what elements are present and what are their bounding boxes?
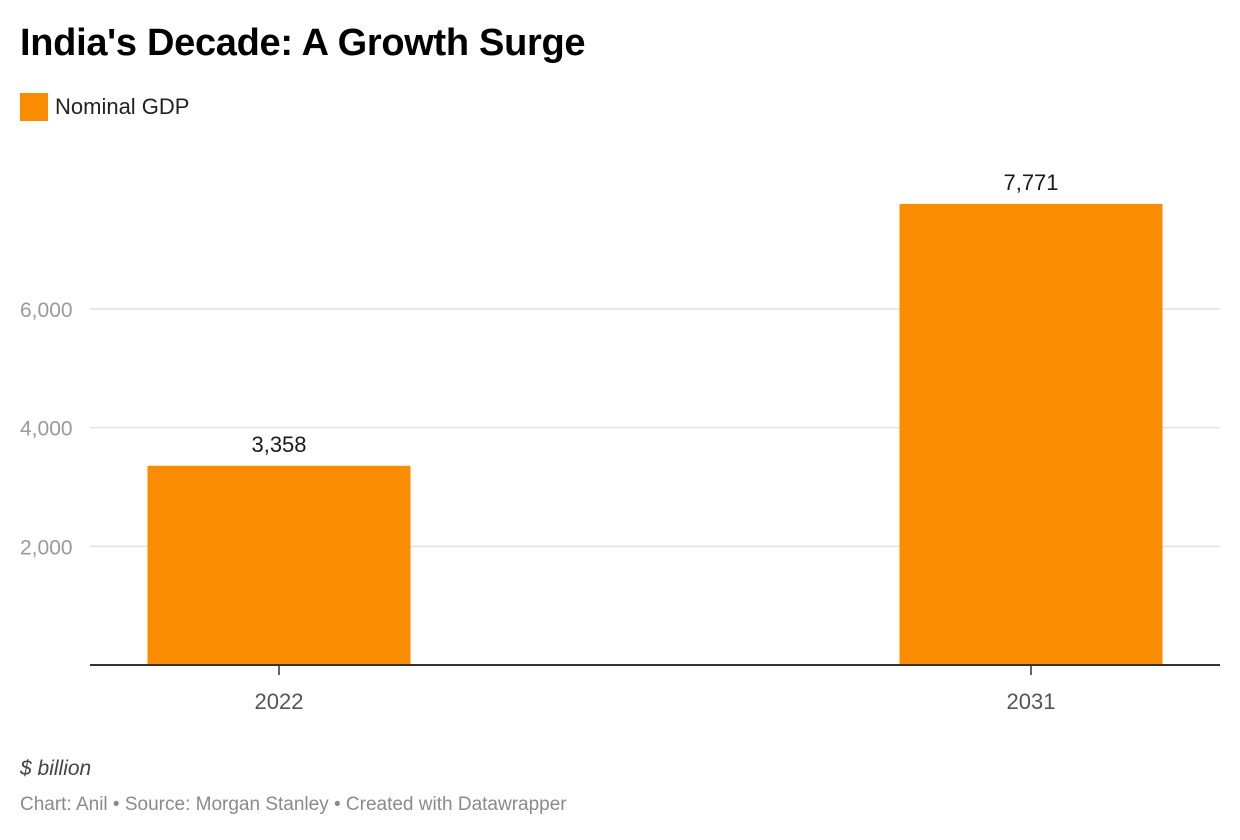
legend-label-nominal-gdp: Nominal GDP (55, 94, 190, 119)
y-tick-label: 6,000 (20, 299, 73, 322)
bar-value-label: 3,358 (251, 432, 306, 457)
x-tick-label: 2031 (1007, 689, 1056, 714)
bar (147, 465, 411, 665)
chart-title: India's Decade: A Growth Surge (20, 22, 586, 64)
y-tick-label: 4,000 (20, 418, 73, 441)
unit-note: $ billion (20, 757, 92, 780)
bar (899, 203, 1163, 666)
legend-swatch-nominal-gdp (20, 93, 48, 121)
chart-legend: Nominal GDP (20, 93, 189, 121)
chart-credit: Chart: Anil • Source: Morgan Stanley • C… (20, 794, 567, 815)
y-tick-label: 2,000 (20, 536, 73, 559)
bar-value-label: 7,771 (1003, 170, 1058, 195)
x-tick-label: 2022 (255, 689, 304, 714)
